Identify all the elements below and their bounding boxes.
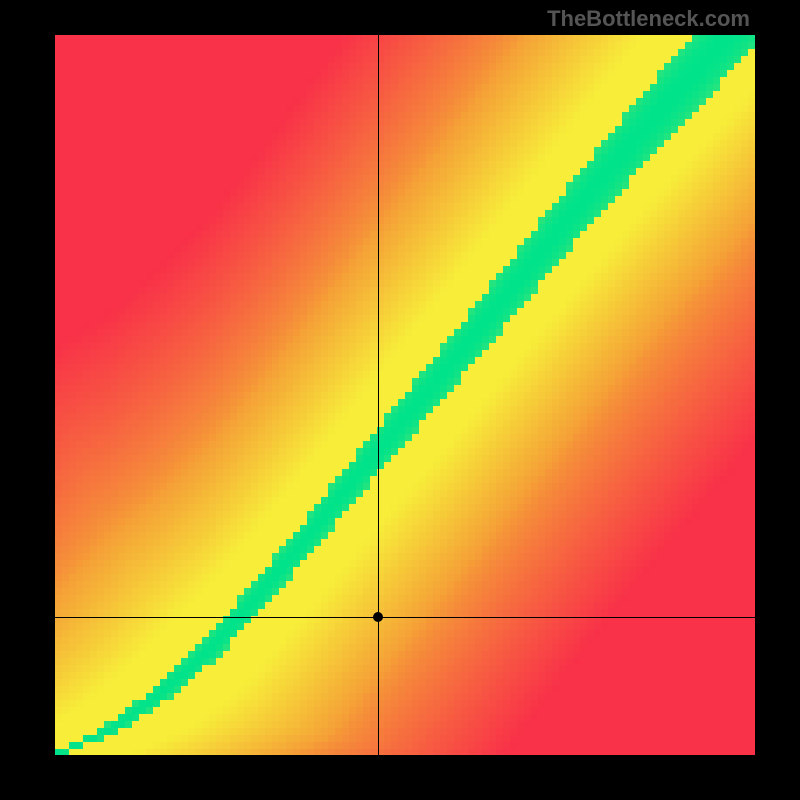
crosshair-vertical — [378, 35, 379, 755]
watermark-text: TheBottleneck.com — [547, 6, 750, 32]
marker-dot — [373, 612, 383, 622]
heatmap-plot-area — [55, 35, 755, 755]
heatmap-canvas — [55, 35, 755, 755]
crosshair-horizontal — [55, 617, 755, 618]
